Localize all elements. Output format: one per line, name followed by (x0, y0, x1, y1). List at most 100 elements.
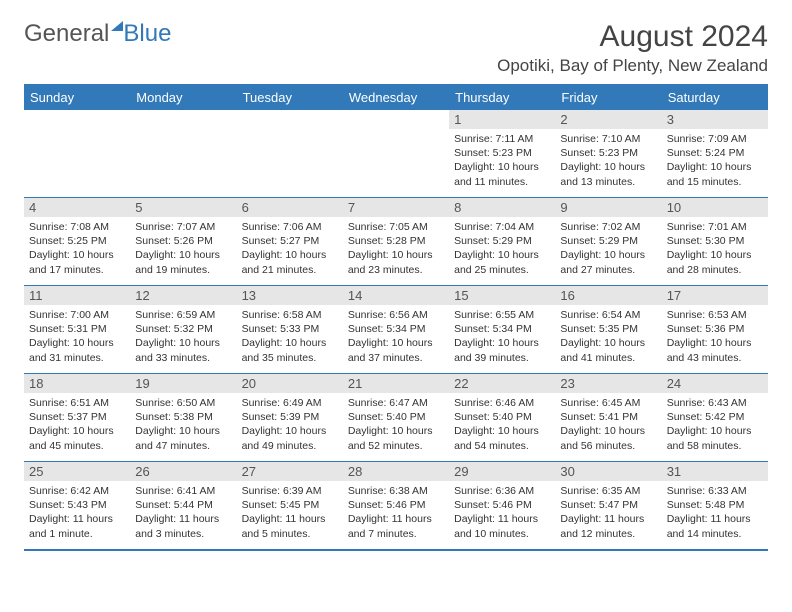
sunrise-line: Sunrise: 7:07 AM (135, 221, 215, 233)
calendar-body: 1Sunrise: 7:11 AMSunset: 5:23 PMDaylight… (24, 110, 768, 550)
sunrise-line: Sunrise: 7:02 AM (560, 221, 640, 233)
calendar-day-cell: 26Sunrise: 6:41 AMSunset: 5:44 PMDayligh… (130, 462, 236, 550)
day-number: 2 (555, 110, 661, 129)
calendar-day-cell: 29Sunrise: 6:36 AMSunset: 5:46 PMDayligh… (449, 462, 555, 550)
sunset-line: Sunset: 5:41 PM (560, 411, 638, 423)
day-content: Sunrise: 7:07 AMSunset: 5:26 PMDaylight:… (130, 217, 236, 279)
day-content: Sunrise: 7:06 AMSunset: 5:27 PMDaylight:… (237, 217, 343, 279)
sunset-line: Sunset: 5:45 PM (242, 499, 320, 511)
daylight-line: Daylight: 10 hours and 49 minutes. (242, 425, 327, 451)
sunrise-line: Sunrise: 6:54 AM (560, 309, 640, 321)
day-content: Sunrise: 6:33 AMSunset: 5:48 PMDaylight:… (662, 481, 768, 543)
day-number: 7 (343, 198, 449, 217)
calendar-header-row: SundayMondayTuesdayWednesdayThursdayFrid… (24, 85, 768, 110)
day-header: Saturday (662, 85, 768, 110)
sunrise-line: Sunrise: 6:39 AM (242, 485, 322, 497)
day-content: Sunrise: 7:10 AMSunset: 5:23 PMDaylight:… (555, 129, 661, 191)
day-header: Tuesday (237, 85, 343, 110)
calendar-day-cell: 1Sunrise: 7:11 AMSunset: 5:23 PMDaylight… (449, 110, 555, 198)
day-number: 6 (237, 198, 343, 217)
daylight-line: Daylight: 11 hours and 5 minutes. (242, 513, 326, 539)
sunset-line: Sunset: 5:32 PM (135, 323, 213, 335)
day-content: Sunrise: 6:58 AMSunset: 5:33 PMDaylight:… (237, 305, 343, 367)
logo: General Blue (24, 20, 171, 48)
day-number: 13 (237, 286, 343, 305)
day-number: 12 (130, 286, 236, 305)
sunset-line: Sunset: 5:29 PM (560, 235, 638, 247)
calendar-week-row: 11Sunrise: 7:00 AMSunset: 5:31 PMDayligh… (24, 286, 768, 374)
daylight-line: Daylight: 10 hours and 47 minutes. (135, 425, 220, 451)
sunrise-line: Sunrise: 7:01 AM (667, 221, 747, 233)
calendar-day-cell: 22Sunrise: 6:46 AMSunset: 5:40 PMDayligh… (449, 374, 555, 462)
day-content: Sunrise: 6:42 AMSunset: 5:43 PMDaylight:… (24, 481, 130, 543)
sunrise-line: Sunrise: 7:05 AM (348, 221, 428, 233)
day-content: Sunrise: 7:01 AMSunset: 5:30 PMDaylight:… (662, 217, 768, 279)
sunrise-line: Sunrise: 6:47 AM (348, 397, 428, 409)
day-number: 8 (449, 198, 555, 217)
daylight-line: Daylight: 10 hours and 41 minutes. (560, 337, 645, 363)
sunset-line: Sunset: 5:37 PM (29, 411, 107, 423)
sunset-line: Sunset: 5:30 PM (667, 235, 745, 247)
sunset-line: Sunset: 5:24 PM (667, 147, 745, 159)
daylight-line: Daylight: 10 hours and 52 minutes. (348, 425, 433, 451)
sunrise-line: Sunrise: 7:09 AM (667, 133, 747, 145)
sunrise-line: Sunrise: 6:41 AM (135, 485, 215, 497)
day-content: Sunrise: 7:09 AMSunset: 5:24 PMDaylight:… (662, 129, 768, 191)
day-number: 19 (130, 374, 236, 393)
day-content: Sunrise: 7:00 AMSunset: 5:31 PMDaylight:… (24, 305, 130, 367)
day-content: Sunrise: 7:08 AMSunset: 5:25 PMDaylight:… (24, 217, 130, 279)
day-header: Friday (555, 85, 661, 110)
sunrise-line: Sunrise: 7:08 AM (29, 221, 109, 233)
day-number: 24 (662, 374, 768, 393)
daylight-line: Daylight: 11 hours and 14 minutes. (667, 513, 751, 539)
sunset-line: Sunset: 5:46 PM (454, 499, 532, 511)
day-number: 11 (24, 286, 130, 305)
day-number: 30 (555, 462, 661, 481)
sunset-line: Sunset: 5:40 PM (454, 411, 532, 423)
daylight-line: Daylight: 10 hours and 21 minutes. (242, 249, 327, 275)
sunrise-line: Sunrise: 6:42 AM (29, 485, 109, 497)
daylight-line: Daylight: 10 hours and 17 minutes. (29, 249, 114, 275)
calendar-week-row: 4Sunrise: 7:08 AMSunset: 5:25 PMDaylight… (24, 198, 768, 286)
sunset-line: Sunset: 5:33 PM (242, 323, 320, 335)
sunrise-line: Sunrise: 6:45 AM (560, 397, 640, 409)
daylight-line: Daylight: 10 hours and 39 minutes. (454, 337, 539, 363)
daylight-line: Daylight: 10 hours and 13 minutes. (560, 161, 645, 187)
daylight-line: Daylight: 11 hours and 12 minutes. (560, 513, 644, 539)
calendar-day-cell: 19Sunrise: 6:50 AMSunset: 5:38 PMDayligh… (130, 374, 236, 462)
day-header: Sunday (24, 85, 130, 110)
sunset-line: Sunset: 5:29 PM (454, 235, 532, 247)
calendar-week-row: 25Sunrise: 6:42 AMSunset: 5:43 PMDayligh… (24, 462, 768, 550)
sunset-line: Sunset: 5:27 PM (242, 235, 320, 247)
sunrise-line: Sunrise: 6:43 AM (667, 397, 747, 409)
sunset-line: Sunset: 5:39 PM (242, 411, 320, 423)
day-number: 26 (130, 462, 236, 481)
daylight-line: Daylight: 10 hours and 43 minutes. (667, 337, 752, 363)
day-number: 1 (449, 110, 555, 129)
daylight-line: Daylight: 11 hours and 1 minute. (29, 513, 113, 539)
sunrise-line: Sunrise: 6:51 AM (29, 397, 109, 409)
day-content: Sunrise: 6:35 AMSunset: 5:47 PMDaylight:… (555, 481, 661, 543)
day-number: 5 (130, 198, 236, 217)
day-content: Sunrise: 6:56 AMSunset: 5:34 PMDaylight:… (343, 305, 449, 367)
sunset-line: Sunset: 5:34 PM (454, 323, 532, 335)
calendar-empty-cell (24, 110, 130, 198)
day-number: 28 (343, 462, 449, 481)
day-number: 25 (24, 462, 130, 481)
daylight-line: Daylight: 10 hours and 23 minutes. (348, 249, 433, 275)
daylight-line: Daylight: 11 hours and 7 minutes. (348, 513, 432, 539)
day-content: Sunrise: 6:54 AMSunset: 5:35 PMDaylight:… (555, 305, 661, 367)
day-number: 15 (449, 286, 555, 305)
calendar-day-cell: 11Sunrise: 7:00 AMSunset: 5:31 PMDayligh… (24, 286, 130, 374)
day-number: 16 (555, 286, 661, 305)
sunrise-line: Sunrise: 6:49 AM (242, 397, 322, 409)
day-content: Sunrise: 6:49 AM Sunset: 5:39 PM Daylight:… (237, 393, 343, 455)
day-content: Sunrise: 6:55 AMSunset: 5:34 PMDaylight:… (449, 305, 555, 367)
sunset-line: Sunset: 5:36 PM (667, 323, 745, 335)
sunset-line: Sunset: 5:23 PM (560, 147, 638, 159)
calendar-day-cell: 9Sunrise: 7:02 AMSunset: 5:29 PMDaylight… (555, 198, 661, 286)
daylight-line: Daylight: 11 hours and 10 minutes. (454, 513, 538, 539)
calendar-day-cell: 2Sunrise: 7:10 AMSunset: 5:23 PMDaylight… (555, 110, 661, 198)
day-content: Sunrise: 6:45 AMSunset: 5:41 PMDaylight:… (555, 393, 661, 455)
calendar-day-cell: 14Sunrise: 6:56 AMSunset: 5:34 PMDayligh… (343, 286, 449, 374)
